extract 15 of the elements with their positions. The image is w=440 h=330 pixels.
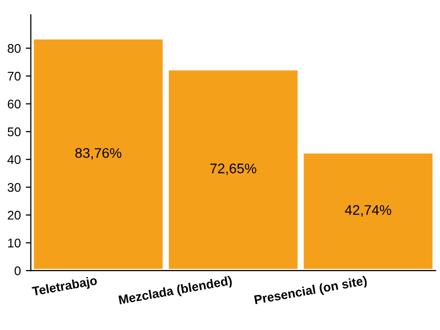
data-label: 42,74% (344, 205, 392, 217)
y-tick-label: 60 (8, 100, 21, 108)
y-tick-label: 50 (8, 127, 21, 136)
x-tick-label: Mezclada (blended) (118, 276, 233, 307)
y-tick-label: 40 (7, 155, 21, 164)
y-tick-label: 70 (8, 72, 21, 81)
y-tick-label: 30 (8, 183, 21, 192)
y-tick-label: 10 (8, 238, 21, 248)
y-tick-label: 0 (14, 266, 21, 276)
data-label: 83,76% (75, 148, 122, 160)
x-tick-label: Teletrabajo (32, 276, 98, 298)
y-tick-label: 80 (8, 44, 21, 53)
y-tick-label: 20 (8, 210, 21, 220)
data-label: 72,65% (210, 164, 256, 175)
x-tick-label: Presencial (on site) (254, 276, 368, 307)
